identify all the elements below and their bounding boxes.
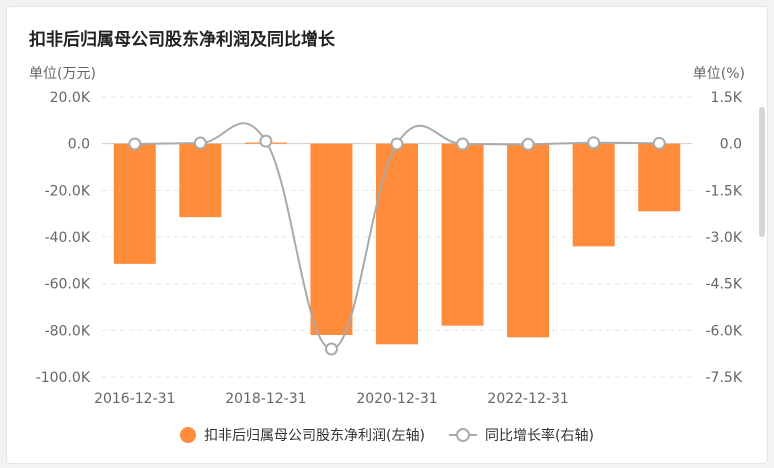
bar <box>310 143 353 335</box>
line-point <box>324 342 338 356</box>
right-axis-unit: 单位(%) <box>692 66 745 82</box>
line-point <box>259 134 273 148</box>
axis-layer: 20.0K 0.0 -20.0K -40.0K -60.0K -80.0K -100.0K 1… <box>36 90 743 407</box>
growth-line <box>134 122 660 351</box>
legend-line-label: 同比增长率(右轴) <box>485 428 594 444</box>
y-right-tick-label: -1.5K <box>706 183 743 199</box>
legend-item-bar[interactable]: 扣非后归属母公司股东净利润(左轴) <box>180 425 425 445</box>
legend-bar-label: 扣非后归属母公司股东净利润(左轴) <box>204 428 425 444</box>
x-tick-label: 2022-12-31 <box>487 391 568 407</box>
y-left-tick-label: -60.0K <box>45 277 91 293</box>
legend-line-swatch <box>449 428 477 442</box>
y-left-tick-label: -80.0K <box>45 323 91 339</box>
y-right-tick-label: -3.0K <box>706 230 743 246</box>
left-axis-unit: 单位(万元) <box>29 66 96 82</box>
line-point <box>128 137 142 151</box>
chart-plot: 20.0K 0.0 -20.0K -40.0K -60.0K -80.0K -100.0K 1… <box>36 90 743 407</box>
y-right-tick-label: 1.5K <box>711 90 743 106</box>
y-left-tick-label: -100.0K <box>36 370 91 386</box>
y-right-tick-label: -4.5K <box>706 277 743 293</box>
x-tick-label: 2018-12-31 <box>225 391 306 407</box>
chart-card: 扣非后归属母公司股东净利润及同比增长 单位(万元) 单位(%) 20.0K 0.0… <box>6 6 768 464</box>
x-tick-label: 2016-12-31 <box>94 391 175 407</box>
chart-title: 扣非后归属母公司股东净利润及同比增长 <box>29 30 335 50</box>
bar <box>638 143 681 212</box>
legend-item-line[interactable]: 同比增长率(右轴) <box>449 425 594 445</box>
bars-layer <box>113 142 681 345</box>
legend-bar-swatch <box>180 427 197 443</box>
y-left-tick-label: 20.0K <box>50 90 91 106</box>
bar <box>376 143 418 345</box>
y-left-tick-label: 0.0 <box>68 137 90 153</box>
bar <box>179 143 222 218</box>
bar <box>572 143 615 247</box>
bar <box>113 143 156 264</box>
line-point <box>193 136 207 150</box>
line-point <box>456 137 470 151</box>
line-point <box>587 136 601 150</box>
line-point <box>652 136 666 150</box>
x-tick-label: 2020-12-31 <box>356 391 437 407</box>
y-right-tick-label: -6.0K <box>706 323 743 339</box>
y-left-tick-label: -40.0K <box>45 230 91 246</box>
chart-legend: 扣非后归属母公司股东净利润(左轴) 同比增长率(右轴) <box>7 425 767 445</box>
line-point <box>521 137 535 151</box>
y-right-tick-label: -7.5K <box>706 370 743 386</box>
bar <box>441 143 484 326</box>
y-right-tick-label: 0.0 <box>720 137 742 153</box>
line-layer <box>128 122 666 356</box>
line-point <box>390 137 404 151</box>
bar <box>507 143 550 338</box>
scrollbar[interactable] <box>759 107 765 237</box>
y-left-tick-label: -20.0K <box>45 183 91 199</box>
